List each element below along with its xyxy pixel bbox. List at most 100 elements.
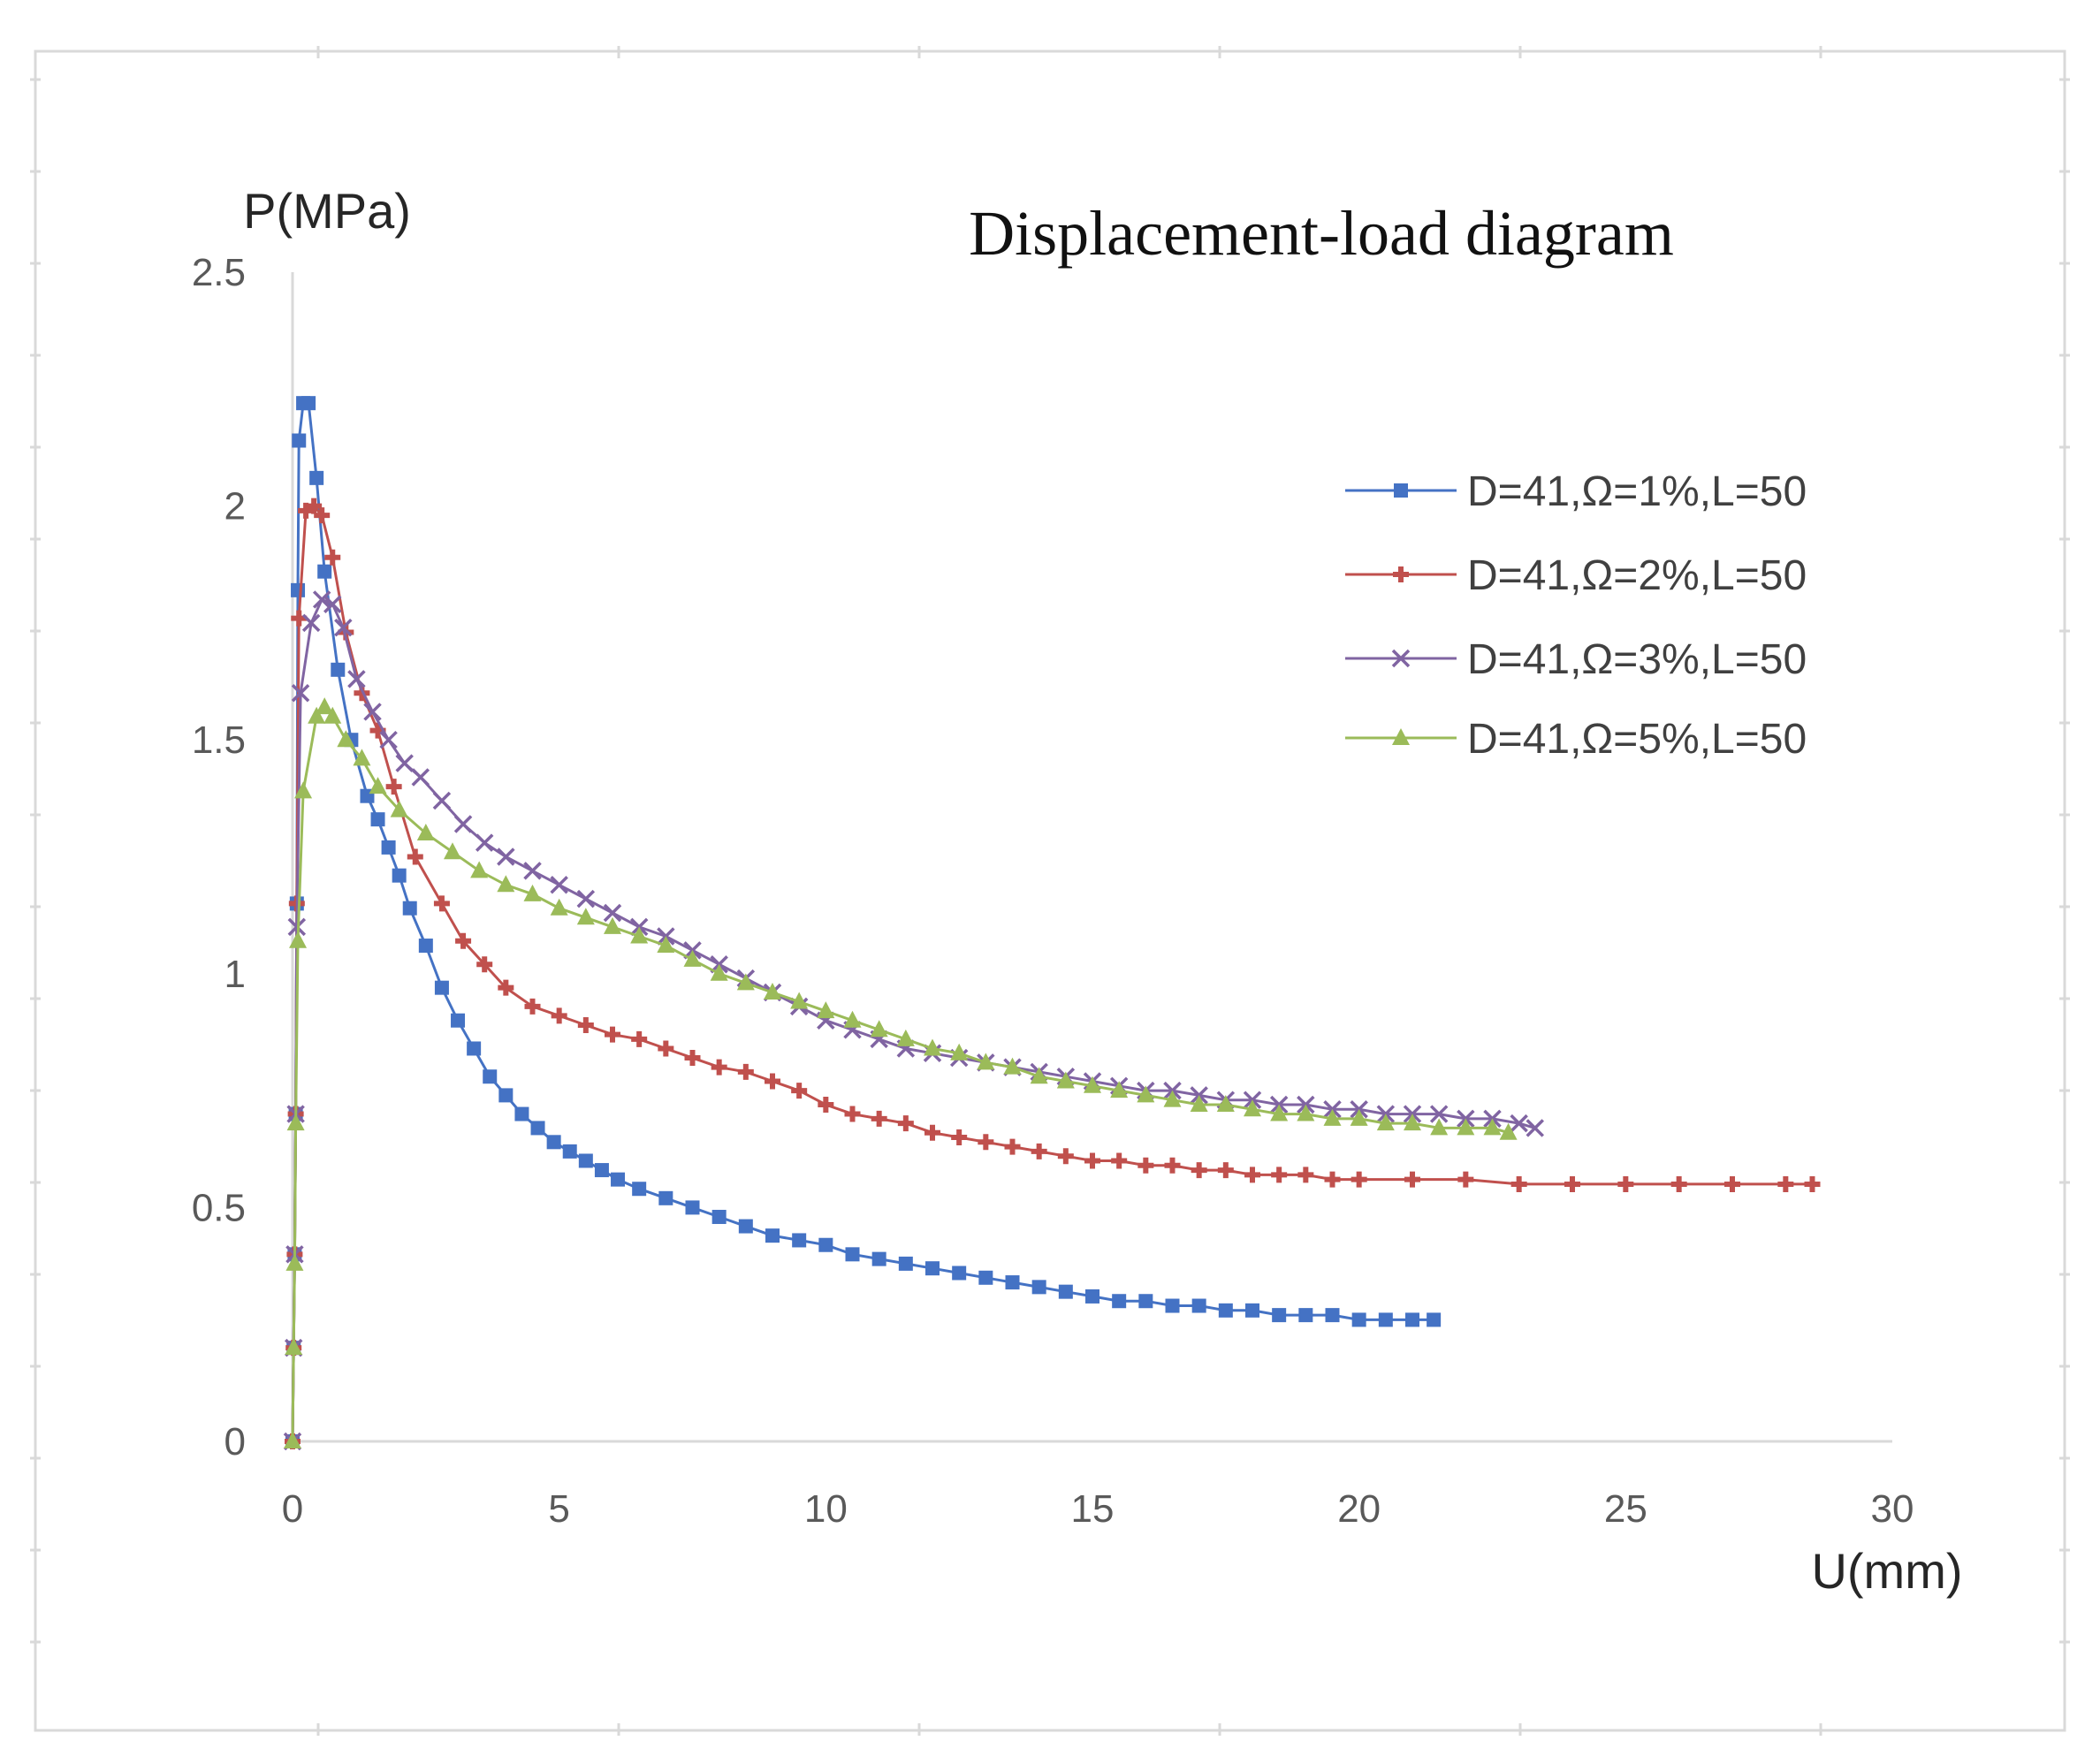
data-point-marker: [1325, 1308, 1340, 1323]
data-point-marker: [306, 498, 323, 514]
data-point-marker: [1297, 1104, 1315, 1121]
y-axis-title: P(MPa): [243, 183, 411, 239]
data-point-marker: [1405, 1312, 1419, 1327]
data-point-marker: [546, 1135, 561, 1150]
data-point-marker: [323, 706, 342, 724]
data-point-marker: [453, 815, 473, 833]
data-point-marker: [1510, 1114, 1528, 1133]
y-tick-label: 2.5: [192, 251, 246, 294]
data-point-marker: [385, 779, 402, 795]
data-point-marker: [1085, 1288, 1099, 1304]
data-point-marker: [1724, 1175, 1740, 1192]
data-point-marker: [658, 1190, 673, 1205]
data-point-marker: [1404, 1171, 1420, 1188]
data-point-marker: [292, 433, 307, 448]
legend-label: D=41,Ω=5%,L=50: [1467, 716, 1807, 763]
data-point-marker: [604, 916, 621, 934]
data-point-marker: [577, 1017, 594, 1034]
data-point-marker: [871, 1251, 886, 1266]
data-point-marker: [1804, 1175, 1821, 1192]
data-point-marker: [1324, 1171, 1341, 1188]
data-point-marker: [1216, 1094, 1235, 1112]
data-point-marker: [551, 1007, 567, 1024]
data-point-marker: [291, 610, 308, 627]
legend-item: D=41,Ω=3%,L=50: [1345, 636, 1807, 683]
data-point-marker: [309, 470, 324, 485]
series-2: [285, 498, 1821, 1449]
data-point-marker: [925, 1261, 940, 1276]
data-point-marker: [1031, 1280, 1046, 1295]
data-point-marker: [451, 1013, 466, 1028]
x-tick-label: 15: [1071, 1487, 1115, 1531]
data-point-marker: [1483, 1118, 1502, 1136]
y-tick-labels: 0 0.5 1 1.5 2 2.5: [192, 251, 246, 1463]
data-point-marker: [738, 1219, 753, 1234]
data-point-marker: [1351, 1171, 1367, 1188]
data-point-marker: [870, 1020, 888, 1038]
data-point-marker: [1457, 1171, 1474, 1188]
series-line: [291, 401, 1434, 1442]
y-tick-label: 1: [224, 953, 246, 996]
data-point-marker: [294, 781, 313, 799]
x-tick-label: 25: [1604, 1487, 1647, 1531]
data-point-marker: [498, 1088, 514, 1103]
data-point-marker: [392, 868, 407, 883]
data-point-marker: [1499, 1122, 1518, 1140]
data-point-marker: [1163, 1090, 1182, 1107]
data-point-marker: [363, 703, 382, 721]
x-axis-title: U(mm): [1811, 1543, 1962, 1599]
data-point-marker: [1526, 1119, 1545, 1137]
data-point-marker: [1191, 1162, 1207, 1179]
y-tick-label: 0.5: [192, 1186, 246, 1229]
data-point-marker: [1350, 1108, 1368, 1126]
legend-item: D=41,Ω=5%,L=50: [1345, 716, 1807, 763]
data-point-marker: [765, 1073, 780, 1090]
data-point-marker: [736, 973, 755, 991]
data-point-marker: [1056, 1071, 1075, 1089]
data-point-marker: [818, 1096, 834, 1113]
data-point-marker: [433, 895, 450, 912]
data-point-marker: [1245, 1303, 1259, 1318]
data-point-marker: [316, 697, 334, 715]
series-line: [291, 704, 1510, 1442]
data-point-marker: [1190, 1094, 1208, 1112]
data-point-marker: [395, 754, 414, 772]
data-point-marker: [1057, 1148, 1074, 1165]
data-point-marker: [1112, 1294, 1127, 1309]
data-point-marker: [334, 618, 353, 637]
series-line: [291, 597, 1536, 1442]
data-point-marker: [1004, 1138, 1021, 1155]
data-point-marker: [369, 777, 387, 794]
data-point-marker: [497, 875, 515, 893]
x-tick-label: 30: [1871, 1487, 1914, 1531]
data-point-marker: [455, 932, 472, 949]
data-point-marker: [337, 730, 355, 748]
data-point-marker: [381, 840, 396, 855]
data-point-marker: [1003, 1057, 1022, 1075]
data-point-marker: [530, 1121, 545, 1136]
legend-item: D=41,Ω=2%,L=50: [1345, 552, 1807, 599]
legend-label: D=41,Ω=1%,L=50: [1467, 468, 1807, 515]
data-point-marker: [1323, 1108, 1342, 1126]
data-point-marker: [1110, 1081, 1129, 1098]
data-point-marker: [1457, 1118, 1475, 1136]
data-point-marker: [287, 917, 307, 937]
data-point-marker: [1138, 1157, 1154, 1174]
data-point-marker: [331, 662, 346, 677]
data-point-marker: [898, 1256, 913, 1271]
data-point-marker: [632, 1182, 647, 1197]
data-point-marker: [1165, 1298, 1180, 1313]
data-point-marker: [685, 1200, 700, 1215]
data-point-marker: [790, 992, 809, 1009]
x-tick-labels: 0 5 10 15 20 25 30: [282, 1487, 1914, 1531]
data-point-marker: [817, 1001, 835, 1019]
data-point-marker: [1191, 1298, 1206, 1313]
data-point-marker: [301, 396, 316, 411]
data-point-marker: [1351, 1312, 1366, 1327]
legend-marker: [1394, 483, 1408, 498]
data-point-marker: [550, 898, 568, 916]
data-point-marker: [950, 1043, 969, 1060]
data-point-marker: [416, 824, 435, 841]
data-point-marker: [711, 1209, 727, 1224]
